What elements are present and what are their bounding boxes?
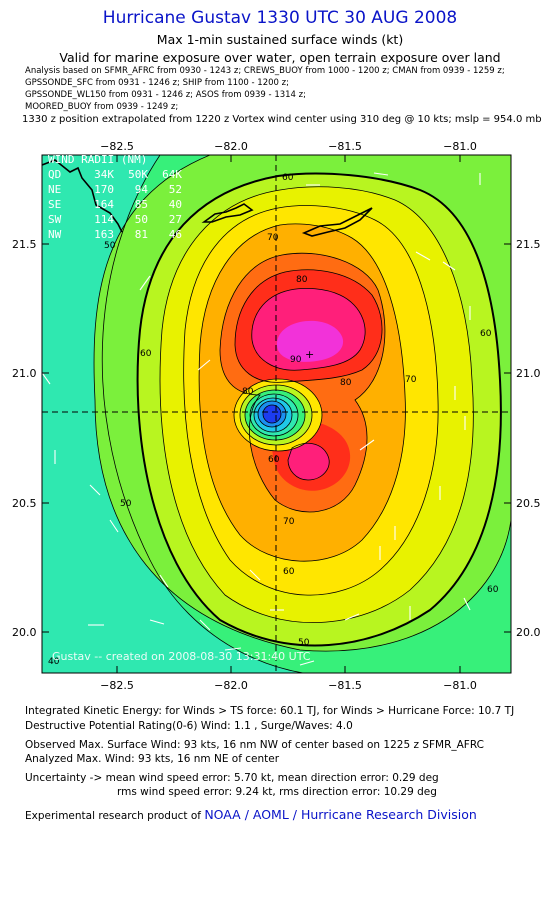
lon-tick-label: −82.0 (214, 140, 248, 153)
wind-radii-row: SW 114 50 27 (48, 212, 182, 227)
contour-label: 40 (48, 657, 60, 667)
radii-cell: 52 (168, 183, 182, 196)
contour-label: 50 (298, 638, 310, 648)
lon-tick-label: −81.5 (328, 140, 362, 153)
contour-label: 50 (120, 499, 132, 509)
map-frame (41, 154, 512, 674)
radii-cell: 40 (168, 198, 182, 211)
radii-cell: 50 (134, 213, 148, 226)
lat-tick-label: 21.5 (516, 238, 541, 251)
contour-label: 60 (487, 585, 499, 595)
contour-label: 90 (290, 355, 302, 365)
radii-cell: NE (48, 183, 62, 196)
contour-label: 70 (405, 375, 417, 385)
contour-label: 60 (268, 455, 280, 465)
lat-tick-label: 20.0 (516, 626, 541, 639)
lat-tick-label: 20.5 (516, 497, 541, 510)
lon-tick-label: −81.0 (443, 679, 477, 692)
lat-tick-label: 21.5 (12, 238, 37, 251)
analysis-line: MOORED_BUOY from 0939 - 1249 z; (25, 102, 179, 112)
radii-col: 50K (128, 168, 148, 181)
radii-cell: 27 (168, 213, 182, 226)
radii-cell: 170 (94, 183, 114, 196)
radii-col: QD (48, 168, 62, 181)
contour-label: 80 (340, 378, 352, 388)
wind-field: 60 70 80 90 60 50 60 70 80 60 50 60 50 4… (42, 155, 511, 673)
center-crosshair (42, 155, 511, 673)
wind-radii-table: WIND RADII (NM) QD 34K 50K 64K NE 170 94 52 SE 164… (48, 152, 182, 242)
wind-radii-row: SE 164 85 40 (48, 197, 182, 212)
tick-marks (42, 155, 511, 673)
page-title: Hurricane Gustav 1330 UTC 30 AUG 2008 (102, 8, 458, 28)
analysis-line: Analysis based on SFMR_AFRC from 0930 - … (25, 66, 505, 76)
lat-labels: 21.5 21.0 20.5 20.0 21.5 21.0 20.5 20.0 (12, 238, 541, 639)
band-pink (276, 320, 344, 362)
radii-cell: 85 (134, 198, 148, 211)
valid-note: Valid for marine exposure over water, op… (59, 50, 501, 65)
uncertainty-rms-line: rms wind speed error: 9.24 kt, rms direc… (117, 786, 437, 798)
position-note: 1330 z position extrapolated from 1220 z… (22, 114, 542, 125)
analyzed-max-line: Analyzed Max. Wind: 93 kts, 16 nm NE of … (25, 753, 280, 765)
observed-max-line: Observed Max. Surface Wind: 93 kts, 16 n… (25, 739, 484, 751)
coastline (42, 159, 373, 237)
wind-radii-row: NW 163 81 46 (48, 227, 182, 242)
contour-label: 70 (283, 517, 295, 527)
wind-radii-row: NE 170 94 52 (48, 182, 182, 197)
hrd-link[interactable]: NOAA / AOML / Hurricane Research Divisio… (204, 807, 477, 822)
lon-tick-label: −81.5 (328, 679, 362, 692)
lon-tick-label: −82.5 (100, 140, 134, 153)
contour-label: 80 (242, 387, 254, 397)
lat-tick-label: 20.5 (12, 497, 37, 510)
dpr-line: Destructive Potential Rating(0-6) Wind: … (25, 720, 353, 732)
map-credit: Gustav -- created on 2008-08-30 13:31:40… (52, 650, 311, 663)
radii-cell: NW (48, 228, 62, 241)
contour-label: 60 (480, 329, 492, 339)
radii-col: 34K (94, 168, 114, 181)
wind-radii-heading: WIND RADII (NM) (48, 153, 148, 166)
product-line: Experimental research product of NOAA / … (25, 807, 477, 822)
lat-tick-label: 21.0 (12, 367, 37, 380)
lon-tick-label: −82.0 (214, 679, 248, 692)
band-magenta-south (288, 443, 330, 480)
radii-cell: 114 (94, 213, 114, 226)
radii-cell: 81 (134, 228, 148, 241)
radii-cell: 164 (94, 198, 114, 211)
radii-cell: 163 (94, 228, 114, 241)
contour-lines (93, 155, 511, 673)
analysis-line: GPSSONDE_WL150 from 0931 - 1246 z; ASOS … (25, 90, 306, 100)
radii-cell: SW (48, 213, 62, 226)
lon-labels: −82.5 −82.0 −81.5 −81.0 −82.5 −82.0 −81.… (100, 140, 477, 692)
lat-tick-label: 21.0 (516, 367, 541, 380)
lon-tick-label: −81.0 (443, 140, 477, 153)
contour-label: 60 (283, 567, 295, 577)
radii-cell: 46 (168, 228, 182, 241)
wind-radii-header-row: QD 34K 50K 64K (48, 167, 182, 182)
max-wind-marker: + (305, 348, 314, 361)
lon-tick-label: −82.5 (100, 679, 134, 692)
contour-label: 60 (140, 349, 152, 359)
radii-cell: 94 (134, 183, 148, 196)
ike-line: Integrated Kinetic Energy: for Winds > T… (25, 705, 515, 717)
radii-col: 64K (162, 168, 182, 181)
product-prefix: Experimental research product of (25, 810, 201, 822)
contour-label: 60 (282, 173, 294, 183)
uncertainty-line: Uncertainty -> mean wind speed error: 5.… (25, 772, 439, 784)
radii-cell: SE (48, 198, 62, 211)
subtitle: Max 1-min sustained surface winds (kt) (156, 32, 404, 47)
lat-tick-label: 20.0 (12, 626, 37, 639)
wind-arrows (42, 172, 481, 666)
contour-label: 50 (104, 241, 116, 251)
contour-label: 70 (267, 233, 279, 243)
contour-label: 80 (296, 275, 308, 285)
analysis-line: GPSSONDE_SFC from 0931 - 1246 z; SHIP fr… (25, 78, 289, 88)
contour-label-group: 60 70 80 90 60 50 60 70 80 60 50 60 50 4… (48, 173, 499, 667)
